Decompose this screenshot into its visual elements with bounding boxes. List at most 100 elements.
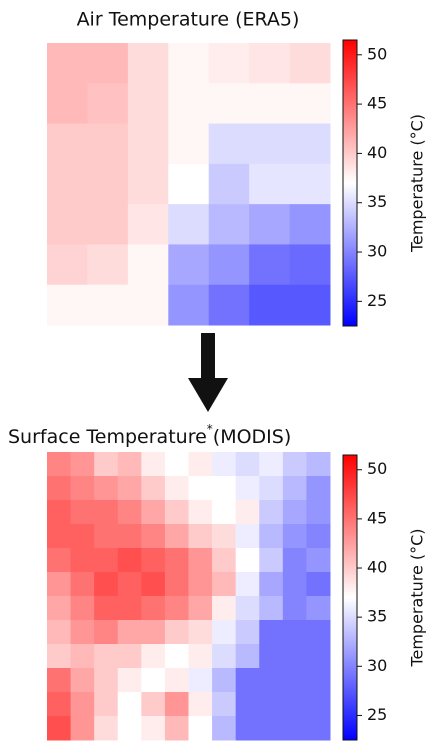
heat-cell <box>164 692 189 717</box>
title-suffix: (MODIS) <box>213 426 291 448</box>
heat-cell <box>70 452 95 477</box>
heat-cell <box>188 548 213 573</box>
colorbar-label: Temperature (°C) <box>408 528 427 667</box>
heat-cell <box>168 43 210 84</box>
heat-cell <box>249 163 291 205</box>
heat-cell <box>306 716 331 741</box>
heat-cell <box>47 620 72 645</box>
heat-cell <box>164 716 189 741</box>
heat-cell <box>117 572 142 597</box>
heat-cell <box>289 244 331 286</box>
heat-cell <box>212 524 237 549</box>
heat-cell <box>168 83 210 125</box>
heat-cell <box>235 596 260 621</box>
heat-cell <box>117 692 142 717</box>
heat-cell <box>188 524 213 549</box>
heat-cell <box>127 83 169 125</box>
heat-cell <box>259 596 284 621</box>
heat-cell <box>282 644 307 669</box>
heat-cell <box>164 596 189 621</box>
heat-cell <box>259 524 284 549</box>
heat-cell <box>47 83 88 125</box>
heat-cell <box>235 668 260 693</box>
heat-cell <box>164 668 189 693</box>
heat-cell <box>289 123 331 165</box>
heat-cell <box>94 644 119 669</box>
chart-title: Air Temperature (ERA5) <box>77 9 300 31</box>
heat-cell <box>141 692 166 717</box>
heat-cell <box>235 692 260 717</box>
heat-cell <box>306 500 331 525</box>
heat-cell <box>87 43 129 84</box>
heat-cell <box>47 716 72 741</box>
heat-cell <box>47 284 88 326</box>
arrow <box>188 333 228 412</box>
heat-cell <box>235 548 260 573</box>
heat-cell <box>94 548 119 573</box>
heat-cell <box>188 572 213 597</box>
heat-cell <box>141 620 166 645</box>
heat-cell <box>212 452 237 477</box>
heat-cell <box>70 476 95 501</box>
heat-cell <box>47 596 72 621</box>
heat-cell <box>235 452 260 477</box>
heat-cell <box>94 716 119 741</box>
heat-cell <box>94 500 119 525</box>
heat-cell <box>188 596 213 621</box>
colorbar-tick-label: 50 <box>367 459 387 478</box>
heat-cell <box>306 620 331 645</box>
heat-cell <box>259 620 284 645</box>
heat-cell <box>141 716 166 741</box>
heat-cell <box>306 572 331 597</box>
heat-cell <box>117 620 142 645</box>
heat-cell <box>117 644 142 669</box>
colorbar-tick-label: 45 <box>367 94 387 113</box>
heat-cell <box>164 500 189 525</box>
heat-cell <box>306 524 331 549</box>
colorbar-tick-label: 30 <box>367 242 387 261</box>
heat-cell <box>141 476 166 501</box>
heat-cell <box>249 284 291 326</box>
heat-cell <box>168 244 210 286</box>
heat-cell <box>289 83 331 125</box>
heat-cell <box>259 668 284 693</box>
heat-cell <box>212 716 237 741</box>
heat-cell <box>212 500 237 525</box>
heat-cell <box>94 668 119 693</box>
heat-cell <box>168 204 210 245</box>
heat-cell <box>212 548 237 573</box>
colorbar-tick-label: 25 <box>367 291 387 310</box>
heat-cell <box>87 204 129 245</box>
heat-cell <box>249 43 291 84</box>
colorbar <box>342 39 358 327</box>
heat-cell <box>282 668 307 693</box>
heat-cell <box>289 284 331 326</box>
heat-cell <box>87 284 129 326</box>
heat-cell <box>117 500 142 525</box>
heat-cell <box>70 524 95 549</box>
heat-cell <box>306 668 331 693</box>
heat-cell <box>249 244 291 286</box>
heat-cell <box>235 644 260 669</box>
heat-cell <box>188 620 213 645</box>
heat-cell <box>212 620 237 645</box>
heat-cell <box>212 668 237 693</box>
heat-cell <box>117 524 142 549</box>
heat-cell <box>306 548 331 573</box>
heat-cell <box>235 524 260 549</box>
heat-cell <box>47 644 72 669</box>
heat-cell <box>70 644 95 669</box>
heat-cell <box>164 572 189 597</box>
chart-title: Surface Temperature*(MODIS) <box>8 422 291 448</box>
colorbar-tick-label: 40 <box>367 143 387 162</box>
heat-cell <box>188 692 213 717</box>
heat-cell <box>70 596 95 621</box>
heat-cell <box>259 644 284 669</box>
heat-cell <box>70 716 95 741</box>
heat-cell <box>282 524 307 549</box>
heat-cell <box>259 716 284 741</box>
heat-cell <box>212 596 237 621</box>
heat-cell <box>141 524 166 549</box>
heat-cell <box>235 572 260 597</box>
heat-cell <box>117 716 142 741</box>
